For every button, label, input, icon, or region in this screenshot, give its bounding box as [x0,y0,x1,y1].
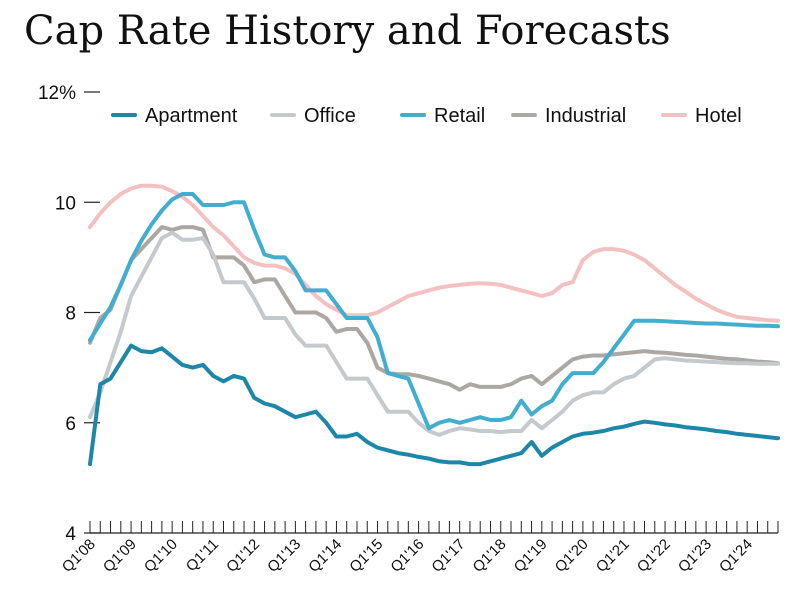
y-tick-label: 4 [65,524,76,545]
series-line-apartment [88,343,780,467]
y-tick-label: 8 [65,304,76,325]
y-tick-label: 12% [38,83,76,104]
series-line-industrial [88,225,780,392]
y-tick-label: 6 [65,414,76,435]
x-tick-label: Q1'13 [264,536,304,576]
legend-label-hotel: Hotel [695,105,742,127]
legend-label-retail: Retail [434,105,485,127]
x-tick-label: Q1'11 [183,536,222,575]
x-axis: Q1'08 Q1'09 Q1'10 Q1'11 Q1'12 Q1'13 Q1'14 Q1'15… [59,521,779,576]
y-tick-label: 10 [55,193,76,214]
x-tick-label: Q1'22 [634,536,674,576]
series-lines [88,183,780,467]
x-tick-label: Q1'20 [552,536,592,576]
y-axis: 4 6 8 10 12% [38,83,100,545]
x-tick-label: Q1'12 [223,536,263,576]
x-tick-label: Q1'17 [429,536,469,576]
x-tick-label: Q1'23 [675,536,715,576]
x-tick-label: Q1'16 [387,536,427,576]
series-line-retail [88,192,780,431]
x-tick-label: Q1'14 [305,536,345,576]
chart-title: Cap Rate History and Forecasts [24,8,671,54]
x-tick-label: Q1'21 [593,536,633,576]
legend: Apartment Office Retail Industrial Hotel [111,105,742,127]
x-tick-label: Q1'10 [141,536,181,576]
x-tick-label: Q1'19 [511,536,551,576]
x-tick-label: Q1'24 [716,536,756,576]
series-line-hotel [88,183,780,323]
x-tick-label: Q1'15 [346,536,386,576]
series-line-office [88,230,780,437]
x-tick-label: Q1'09 [100,536,140,576]
legend-label-industrial: Industrial [545,105,626,127]
legend-label-office: Office [304,105,356,127]
x-tick-label: Q1'18 [470,536,510,576]
legend-label-apartment: Apartment [145,105,238,127]
